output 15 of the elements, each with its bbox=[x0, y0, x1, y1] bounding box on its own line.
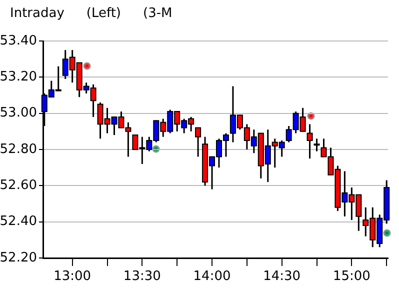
x-tick-label: 14:00 bbox=[193, 269, 231, 284]
y-tick-label: 53.20 bbox=[0, 70, 37, 85]
x-tick-label: 13:30 bbox=[123, 269, 161, 284]
y-tick-label: 52.20 bbox=[0, 250, 37, 266]
y-tick-label: 52.60 bbox=[0, 178, 37, 194]
y-tick-label: 52.80 bbox=[0, 142, 37, 157]
y-tick-label: 53.40 bbox=[0, 33, 37, 48]
text: (3-M bbox=[143, 6, 172, 21]
chart-subtitle: (Left) bbox=[86, 6, 122, 21]
x-tick-label: 15:00 bbox=[332, 269, 370, 284]
chart-title: Intraday bbox=[10, 6, 64, 21]
x-tick-label: 13:00 bbox=[54, 269, 92, 284]
y-tick-label: 52.40 bbox=[0, 214, 37, 230]
y-tick-label: 53.00 bbox=[0, 106, 37, 121]
x-tick-label: 14:30 bbox=[263, 269, 301, 284]
